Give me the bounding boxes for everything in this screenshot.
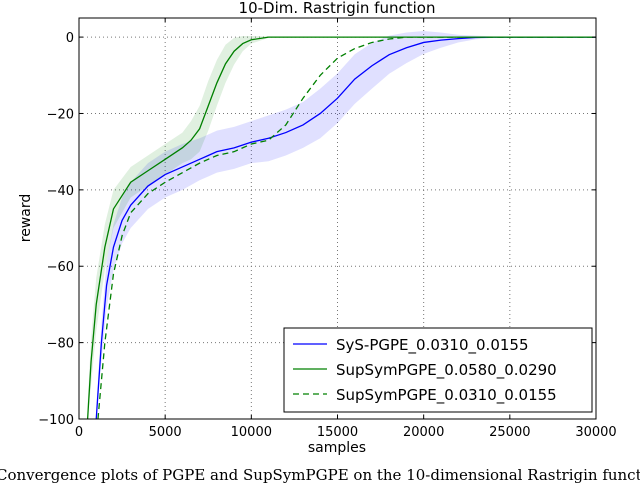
y-ticks: 0 −20 −40 −60 −80 −100 [38,31,596,428]
x-tick-label: 0 [75,425,83,440]
legend: SyS-PGPE_0.0310_0.0155 SupSymPGPE_0.0580_… [283,327,593,413]
band-series-0 [96,30,596,419]
y-tick-label: −80 [47,337,74,352]
y-tick-label: 0 [66,31,74,46]
legend-label: SyS-PGPE_0.0310_0.0155 [336,336,529,355]
y-tick-label: −40 [47,184,74,199]
x-ticks: 0 5000 10000 15000 20000 25000 30000 [75,18,617,440]
x-tick-label: 5000 [149,425,182,440]
grid [79,18,596,419]
bands [87,30,596,419]
line-series-1 [86,36,596,420]
line-series-0 [95,36,596,420]
legend-label: SupSymPGPE_0.0310_0.0155 [336,386,557,405]
x-axis-label: samples [308,440,366,456]
x-tick-label: 20000 [403,425,444,440]
series-lines [86,36,596,420]
y-axis-label: reward [18,194,34,243]
x-tick-label: 30000 [575,425,616,440]
y-tick-label: −100 [38,413,74,428]
legend-box [283,327,593,413]
x-tick-label: 10000 [231,425,272,440]
x-tick-label: 15000 [317,425,358,440]
x-tick-label: 25000 [489,425,530,440]
y-tick-label: −60 [47,260,74,275]
line-series-2 [97,36,596,420]
chart-title: 10-Dim. Rastrigin function [239,0,436,17]
y-tick-label: −20 [47,107,74,122]
legend-label: SupSymPGPE_0.0580_0.0290 [336,361,557,380]
figure-caption: Convergence plots of PGPE and SupSymPGPE… [0,466,640,484]
